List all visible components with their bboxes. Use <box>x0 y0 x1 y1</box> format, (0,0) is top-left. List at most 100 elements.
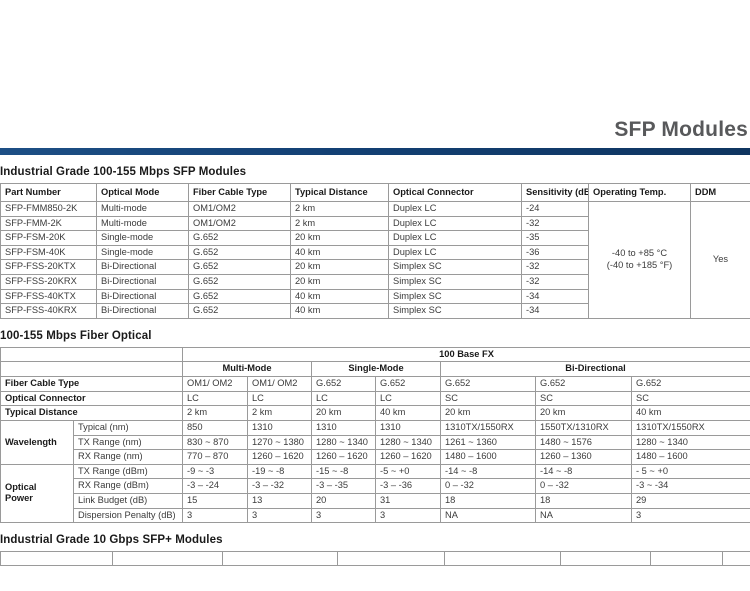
cell-typical-distance: 40 km <box>290 244 389 261</box>
cell-fiber-cable-type: OM1/OM2 <box>188 201 291 217</box>
cell-value: G.652 <box>535 376 632 392</box>
cell-value: SC <box>630 390 750 407</box>
table-row: SFP-FSS-40KRX Bi-Directional G.652 40 km… <box>0 303 750 319</box>
sublabel-rx-range-dbm: RX Range (dBm) <box>73 478 183 494</box>
cell-empty <box>722 551 750 567</box>
cell-sensitivity: -32 <box>521 259 589 276</box>
cell-value: SC <box>535 390 632 407</box>
table2-group-header-row: 100 Base FX <box>0 346 750 363</box>
cell-value: 1310 <box>247 419 312 436</box>
grouplabel-optical-power-line1: Optical <box>5 481 37 492</box>
cell-group-100-base-fx: 100 Base FX <box>181 346 750 363</box>
cell-value: 18 <box>535 492 632 509</box>
cell-value: -3 – -24 <box>182 478 248 494</box>
table-row: SFP-FMM850-2K Multi-mode OM1/OM2 2 km Du… <box>0 201 750 319</box>
cell-value: 830 ~ 870 <box>182 434 248 451</box>
table-100-155-fiber-optical: 100 Base FX Multi-Mode Single-Mode Bi-Di… <box>0 346 750 524</box>
rowlabel-typical-distance: Typical Distance <box>0 405 183 421</box>
cell-value: 1260 – 1620 <box>247 449 312 465</box>
operating-temp-celsius: -40 to +85 °C <box>611 248 668 259</box>
cell-value: - 5 ~ +0 <box>630 463 750 480</box>
cell-part-number: SFP-FSS-20KRX <box>0 274 97 290</box>
cell-value: 1310TX/1550RX <box>630 419 750 436</box>
cell-typical-distance: 40 km <box>290 303 389 319</box>
cell-value: NA <box>440 507 536 524</box>
grouplabel-wavelength: Wavelength <box>0 419 74 465</box>
cell-optical-mode: Single-mode <box>96 244 189 261</box>
table-row: SFP-FSM-20K Single-mode G.652 20 km Dupl… <box>0 230 750 246</box>
cell-sensitivity: -24 <box>521 201 589 217</box>
cell-fiber-cable-type: G.652 <box>188 288 291 305</box>
cell-value: 0 – -32 <box>440 478 536 494</box>
cell-optical-mode: Single-mode <box>96 230 189 246</box>
rowlabel-optical-connector: Optical Connector <box>0 390 183 407</box>
cell-part-number: SFP-FSM-40K <box>0 244 97 261</box>
cell-sensitivity: -34 <box>521 303 589 319</box>
cell-empty-corner-2 <box>0 361 183 378</box>
rowlabel-fiber-cable-type: Fiber Cable Type <box>0 376 183 392</box>
cell-value: -19 ~ -8 <box>247 463 312 480</box>
cell-group-bi-directional: Bi-Directional <box>439 361 750 378</box>
table-industrial-100-155-sfp-modules: Part Number Optical Mode Fiber Cable Typ… <box>0 183 750 319</box>
cell-fiber-cable-type: G.652 <box>188 230 291 246</box>
cell-optical-mode: Bi-Directional <box>96 288 189 305</box>
cell-value: 3 <box>375 507 441 524</box>
cell-value: 31 <box>375 492 441 509</box>
table-row: RX Range (dBm) -3 – -24 -3 – -32 -3 – -3… <box>1 478 750 494</box>
cell-sensitivity: -34 <box>521 288 589 305</box>
table-row: SFP-FSS-20KTX Bi-Directional G.652 20 km… <box>0 259 750 276</box>
table1-header-row: Part Number Optical Mode Fiber Cable Typ… <box>0 183 750 202</box>
sublabel-tx-range-dbm: TX Range (dBm) <box>73 463 183 480</box>
cell-value: G.652 <box>311 376 376 392</box>
cell-value: -14 ~ -8 <box>535 463 632 480</box>
table-row: RX Range (nm) 770 – 870 1260 – 1620 1260… <box>1 449 750 465</box>
cell-empty <box>222 551 338 567</box>
cell-value: -5 ~ +0 <box>375 463 441 480</box>
cell-optical-mode: Multi-mode <box>96 201 189 217</box>
cell-fiber-cable-type: G.652 <box>188 303 291 319</box>
cell-group-single-mode: Single-Mode <box>311 361 441 378</box>
col-ddm: DDM <box>690 183 750 202</box>
cell-value: 40 km <box>630 405 750 421</box>
cell-part-number: SFP-FMM-2K <box>0 215 97 232</box>
cell-empty <box>112 551 223 567</box>
cell-value: -9 ~ -3 <box>182 463 248 480</box>
cell-value: -15 ~ -8 <box>311 463 376 480</box>
cell-value: 1260 – 1620 <box>311 449 376 465</box>
cell-fiber-cable-type: G.652 <box>188 244 291 261</box>
table-row: TX Range (nm) 830 ~ 870 1270 ~ 1380 1280… <box>1 434 750 451</box>
cell-value: LC <box>311 390 376 407</box>
cell-optical-connector: Simplex SC <box>388 303 522 319</box>
cell-value: LC <box>247 390 312 407</box>
cell-value: 1550TX/1310RX <box>535 419 632 436</box>
section-heading-industrial-100-155: Industrial Grade 100-155 Mbps SFP Module… <box>0 166 247 178</box>
cell-value: -14 ~ -8 <box>440 463 536 480</box>
table-row <box>0 551 750 567</box>
cell-value: 20 km <box>440 405 536 421</box>
cell-value: 1310TX/1550RX <box>440 419 536 436</box>
cell-value: 0 – -32 <box>535 478 632 494</box>
cell-optical-connector: Simplex SC <box>388 274 522 290</box>
cell-value: 1280 ~ 1340 <box>375 434 441 451</box>
sublabel-tx-range-nm: TX Range (nm) <box>73 434 183 451</box>
cell-typical-distance: 2 km <box>290 201 389 217</box>
cell-optical-mode: Bi-Directional <box>96 274 189 290</box>
cell-value: 1480 – 1600 <box>440 449 536 465</box>
cell-optical-connector: Duplex LC <box>388 215 522 232</box>
cell-empty <box>650 551 723 567</box>
cell-value: 3 <box>311 507 376 524</box>
cell-operating-temp: -40 to +85 °C (-40 to +185 °F) <box>588 201 691 319</box>
cell-value: 13 <box>247 492 312 509</box>
cell-value: -3 – -35 <box>311 478 376 494</box>
cell-value: 1260 – 1620 <box>375 449 441 465</box>
grouplabel-optical-power: Optical Power <box>0 463 74 524</box>
cell-value: 2 km <box>247 405 312 421</box>
page-header: SFP Modules <box>0 0 750 148</box>
cell-typical-distance: 20 km <box>290 230 389 246</box>
cell-value: 1310 <box>375 419 441 436</box>
cell-value: OM1/ OM2 <box>182 376 248 392</box>
cell-value: 1280 ~ 1340 <box>630 434 750 451</box>
col-optical-connector: Optical Connector <box>388 183 522 202</box>
table-industrial-10gbps-sfp-plus-modules <box>0 551 750 567</box>
cell-value: 3 <box>247 507 312 524</box>
